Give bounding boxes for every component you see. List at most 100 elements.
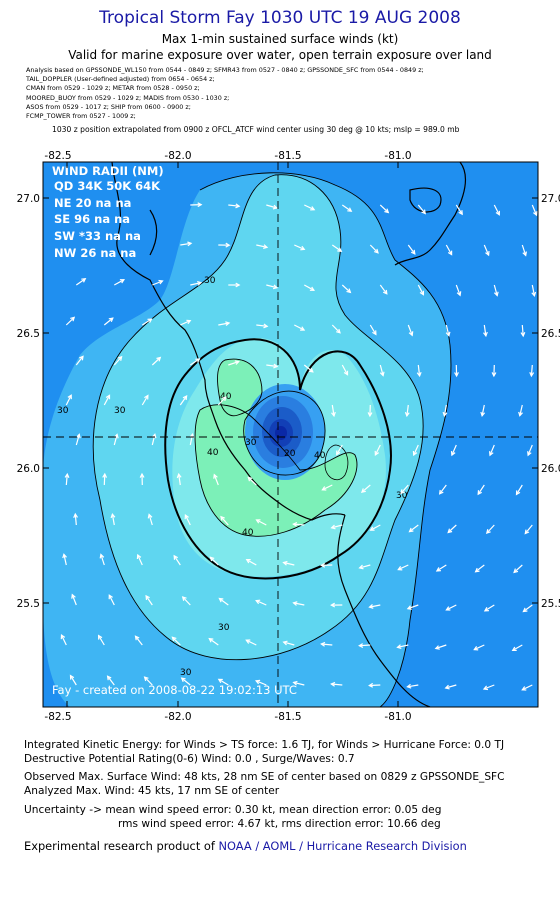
wind-vector (171, 636, 181, 646)
analyzed-max-wind: Analyzed Max. Wind: 45 kts, 17 nm SE of … (24, 785, 280, 797)
observed-max-wind: Observed Max. Surface Wind: 48 kts, 28 n… (24, 771, 505, 783)
wind-vector (152, 280, 163, 286)
wind-vector (246, 639, 257, 646)
wind-vector-head (139, 472, 145, 478)
wind-vector-head (221, 396, 227, 402)
analysis-line: TAIL_DOPPLER (User-defined adjusted) fro… (26, 75, 215, 84)
wind-vector (256, 244, 268, 248)
uncertainty-rms: rms wind speed error: 4.67 kt, rms direc… (118, 818, 441, 830)
wind-vector (180, 242, 192, 246)
wind-vector-head (529, 372, 535, 378)
wind-vector-head (272, 204, 278, 210)
wind-vector-head (367, 412, 373, 418)
wind-vector-head (412, 450, 418, 457)
wind-vector-head (171, 636, 177, 642)
wind-vector-head (513, 568, 519, 574)
wind-vector-head (483, 607, 489, 612)
wind-vector (151, 434, 156, 446)
wind-vector-head (485, 529, 491, 535)
wind-vector-head (209, 556, 215, 562)
wind-vector-head (320, 641, 326, 647)
wind-vector-head (197, 281, 203, 286)
wind-vector (400, 484, 409, 494)
wind-vector (439, 484, 447, 495)
wind-vector-head (71, 593, 76, 599)
contour-25-outer (199, 172, 452, 707)
wind-vector (513, 564, 523, 573)
wind-radii-table: WIND RADII (NM) QD 34K 50K 64K NE 20 na … (52, 164, 164, 260)
wind-vector-head (450, 451, 456, 457)
wind-vector-head (346, 288, 352, 294)
coastline-bay (149, 209, 158, 256)
wind-vector-head (147, 318, 153, 323)
wind-vector (141, 318, 152, 326)
lat-tick-label: 26.5 (17, 328, 40, 340)
wind-vector-head (374, 450, 380, 457)
wind-vector (255, 680, 267, 686)
lat-tick-label: 25.5 (17, 598, 40, 610)
wind-vector-head (396, 644, 402, 649)
contour-40-sw (194, 404, 358, 537)
wind-vector-head (447, 250, 453, 256)
wind-vector (451, 444, 457, 456)
wind-vector (407, 244, 416, 255)
wind-vector-head (454, 372, 459, 378)
wind-vector-head (419, 290, 424, 296)
wind-vector (417, 204, 426, 214)
wind-vector (445, 324, 450, 336)
wind-vector (173, 555, 181, 566)
wind-vector (436, 564, 447, 572)
wind-field-map: 30 30 30 30 30 40 40 40 40 30 30 20 WIND… (17, 150, 560, 720)
wind-vector (181, 677, 191, 686)
wind-vector-head (372, 330, 377, 336)
wind-vector-head (102, 472, 108, 478)
wind-vector-head (518, 411, 523, 417)
wind-vector (228, 361, 239, 366)
wind-vector (100, 554, 105, 566)
center-crosshair (43, 162, 538, 707)
contour-label: 40 (207, 448, 219, 458)
wind-vector (98, 635, 105, 646)
analysis-line: Analysis based on GPSSONDE_WL150 from 05… (26, 66, 424, 74)
contour-label: 30 (245, 438, 257, 448)
wind-vector-head (447, 528, 453, 534)
wind-vector-head (515, 490, 521, 496)
wind-vector-head (337, 247, 343, 253)
contour-40 (217, 358, 263, 417)
wind-vector (213, 474, 219, 486)
wind-vector-head (347, 207, 353, 212)
axis-ticks (43, 162, 538, 707)
wind-vector (531, 204, 538, 216)
wind-vector-head (485, 251, 490, 257)
wind-vector (369, 684, 381, 687)
wind-vector (208, 638, 219, 646)
wind-vector-head (225, 321, 231, 326)
hrd-link[interactable]: NOAA / AOML / Hurricane Research Divisio… (218, 839, 467, 853)
wind-vector-head (263, 244, 269, 249)
wind-vector-head (292, 521, 298, 527)
analysis-line: FCMP_TOWER from 0527 - 1009 z; (26, 112, 136, 121)
wind-vector (407, 324, 413, 336)
map-credit: Fay - created on 2008-08-22 19:02:13 UTC (52, 683, 297, 697)
wind-vector-head (182, 394, 188, 401)
wind-vector-head (343, 370, 349, 376)
wind-vector (455, 204, 463, 215)
footer-credit: Experimental research product of NOAA / … (24, 839, 467, 853)
core-ring-5 (275, 426, 287, 440)
wind-vector (63, 554, 67, 566)
wind-vector (151, 357, 161, 366)
wind-vector-head (69, 674, 75, 680)
wind-vector-head (336, 328, 341, 334)
wind-vector-head (181, 596, 187, 601)
wind-vector-head (336, 450, 341, 456)
wind-vector-head (273, 363, 279, 369)
wind-vector (294, 244, 305, 250)
wind-vector-head (331, 411, 336, 418)
wind-radii-row: SE 96 na na (54, 212, 130, 226)
contour-label: 40 (314, 451, 326, 461)
wind-vector (331, 404, 335, 416)
wind-vector-head (384, 208, 390, 214)
wind-vector-head (300, 326, 306, 331)
wind-vector (523, 604, 533, 612)
wind-vector (114, 279, 125, 286)
